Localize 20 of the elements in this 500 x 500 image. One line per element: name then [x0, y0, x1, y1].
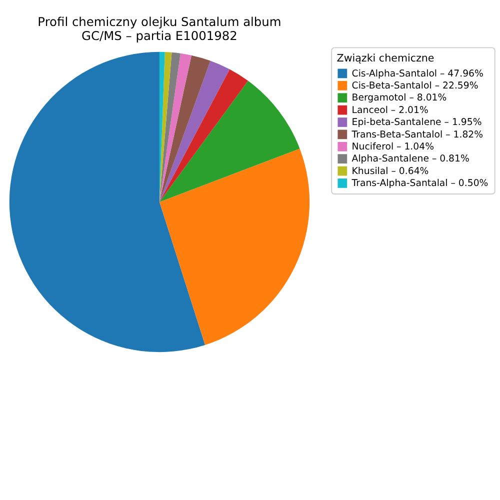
pie-slice — [159, 52, 180, 202]
pie-slice — [9, 52, 206, 352]
chart-title: Profil chemiczny olejku Santalum album GC/MS – partia E1001982 — [38, 15, 282, 44]
legend-label: Lanceol – 2.01% — [352, 104, 428, 116]
pie-slice — [159, 53, 192, 202]
pie-slice — [159, 148, 310, 345]
legend-title: Związki chemiczne — [336, 52, 434, 64]
legend-label: Nuciferol – 1.04% — [352, 141, 434, 152]
pie-slice — [159, 55, 210, 202]
pie-slice — [159, 80, 300, 202]
legend-label: Epi-beta-Santalene – 1.95% — [352, 117, 482, 128]
pie-slice — [159, 60, 230, 202]
legend-label: Trans-Alpha-Santalal – 0.50% — [350, 178, 488, 190]
legend-label: Trans-Beta-Santalol – 1.82% — [350, 129, 484, 140]
legend-label: Cis-Alpha-Santalol – 47.96% — [352, 68, 484, 80]
legend-label: Cis-Beta-Santalol – 22.59% — [352, 80, 478, 92]
pie-slice — [159, 69, 248, 202]
legend-label: Khusilal – 0.64% — [352, 166, 429, 177]
legend-label: Bergamotol – 8.01% — [352, 92, 447, 104]
legend-label: Alpha-Santalene – 0.81% — [352, 154, 470, 165]
